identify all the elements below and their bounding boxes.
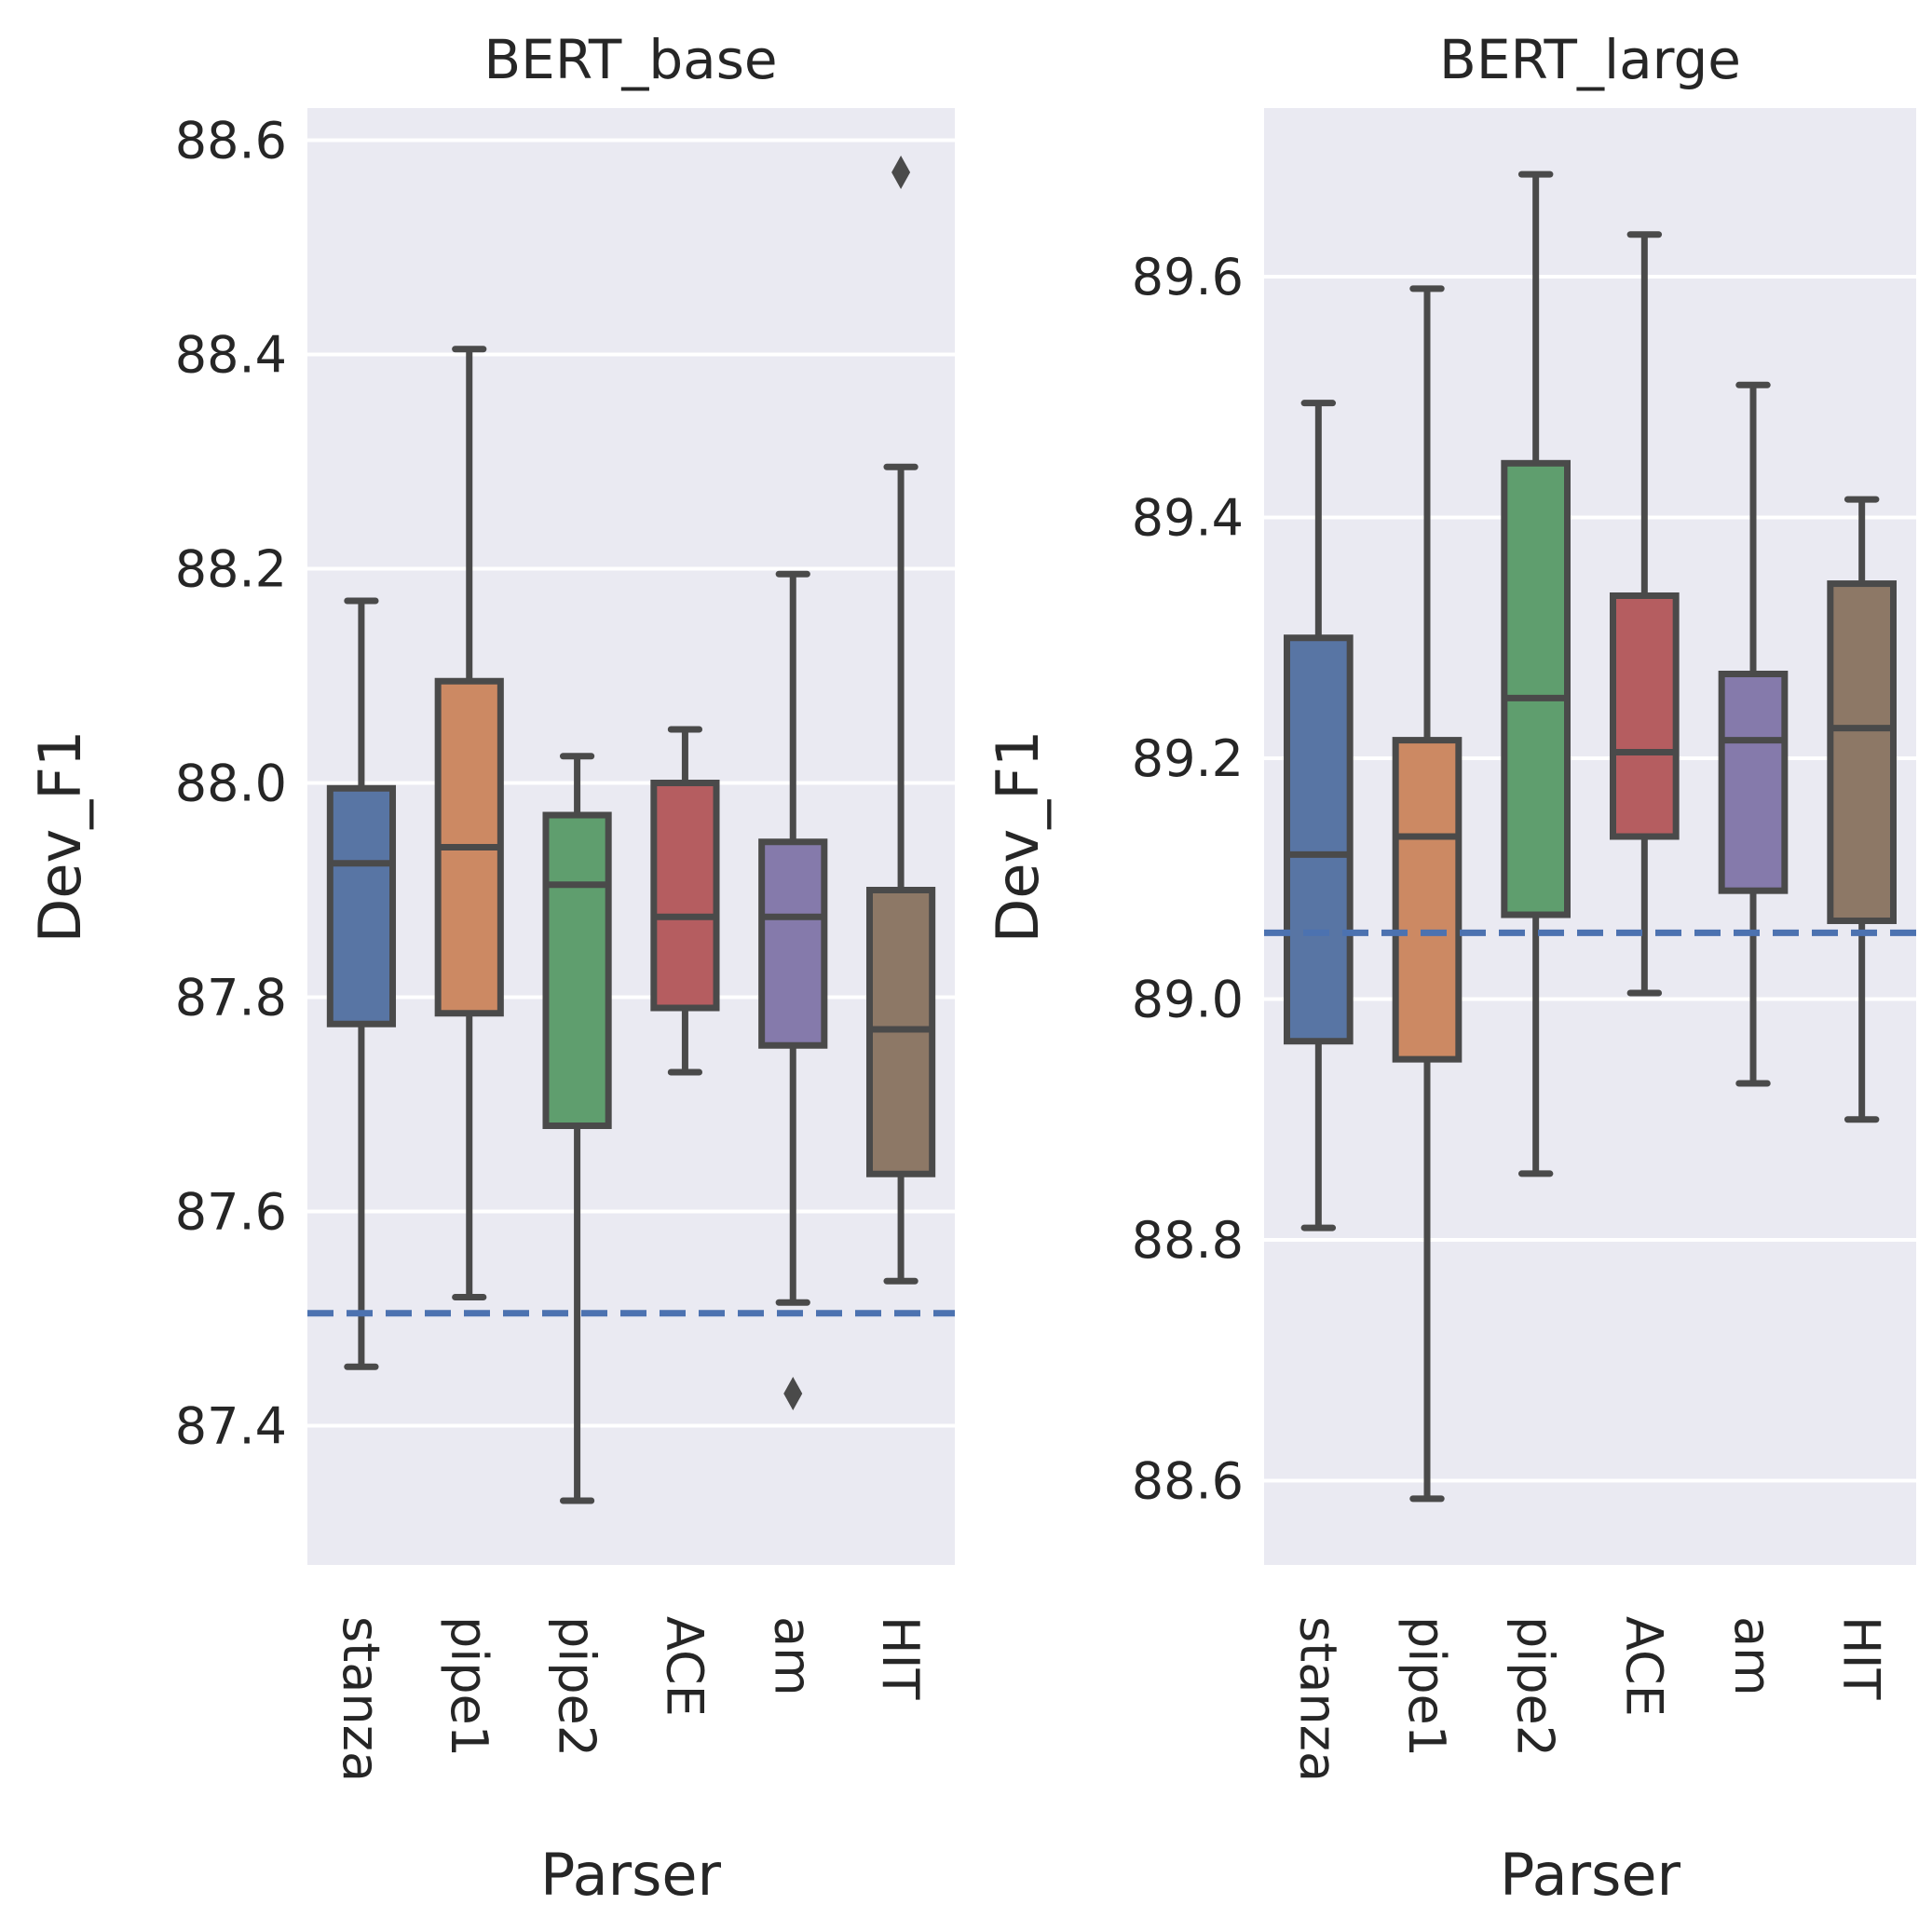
x-tick-label: HIT — [1832, 1616, 1891, 1701]
y-tick-label: 88.4 — [175, 326, 287, 385]
y-tick-labels: 88.6 88.8 89.0 89.2 89.4 89.6 — [1132, 248, 1244, 1511]
x-tick-label: am — [1723, 1616, 1782, 1696]
plot-area — [307, 108, 955, 1565]
panel-bert-base: 87.4 87.6 87.8 88.0 88.2 88.4 88.6 stanza pipe1… — [26, 28, 955, 1909]
y-tick-label: 89.6 — [1132, 248, 1244, 306]
x-axis-label: Parser — [540, 1841, 722, 1909]
x-tick-label: am — [763, 1616, 822, 1696]
x-tick-labels: stanza pipe1 pipe2 ACE am HIT — [332, 1616, 930, 1782]
iqr-box — [1284, 634, 1354, 1045]
iqr-box — [1610, 592, 1680, 840]
box-series — [326, 156, 936, 1504]
box-pipe1 — [434, 346, 504, 1300]
iqr-box — [1827, 580, 1898, 924]
box-stanza — [326, 597, 397, 1370]
box-pipe2 — [542, 753, 612, 1504]
y-tick-label: 87.6 — [175, 1183, 287, 1242]
iqr-box — [1501, 459, 1571, 918]
iqr-box — [650, 780, 720, 1012]
iqr-box — [542, 811, 612, 1129]
y-axis-label: Dev_F1 — [984, 730, 1052, 944]
outlier-marker — [891, 156, 911, 189]
iqr-box — [326, 784, 397, 1027]
box-pipe2 — [1501, 170, 1571, 1177]
y-tick-label: 88.6 — [175, 112, 287, 170]
x-tick-labels: stanza pipe1 pipe2 ACE am HIT — [1288, 1616, 1890, 1782]
x-tick-label: ACE — [1614, 1616, 1673, 1717]
y-tick-label: 88.8 — [1132, 1211, 1244, 1270]
box-HIT — [1827, 496, 1898, 1123]
y-tick-label: 87.4 — [175, 1397, 287, 1456]
y-tick-label: 87.8 — [175, 969, 287, 1027]
y-grid — [1264, 274, 1916, 1483]
panel-title: BERT_large — [1439, 28, 1741, 91]
box-ACE — [1610, 231, 1680, 997]
iqr-box — [1718, 671, 1789, 894]
y-tick-label: 89.0 — [1132, 970, 1244, 1028]
box-am — [758, 570, 828, 1410]
plot-area — [1264, 108, 1916, 1565]
y-tick-label: 89.2 — [1132, 729, 1244, 788]
x-tick-label: stanza — [332, 1616, 390, 1782]
iqr-box — [1392, 737, 1463, 1063]
y-tick-label: 88.2 — [175, 540, 287, 599]
box-pipe1 — [1392, 285, 1463, 1503]
x-tick-label: HIT — [871, 1616, 930, 1701]
box-HIT — [865, 156, 936, 1285]
y-tick-labels: 87.4 87.6 87.8 88.0 88.2 88.4 88.6 — [175, 112, 287, 1456]
y-tick-label: 88.0 — [175, 755, 287, 813]
box-series — [1284, 170, 1898, 1503]
x-axis-label: Parser — [1500, 1841, 1681, 1909]
x-tick-label: pipe1 — [440, 1616, 498, 1757]
x-tick-label: ACE — [655, 1616, 714, 1717]
box-ACE — [650, 726, 720, 1076]
y-tick-label: 89.4 — [1132, 488, 1244, 547]
y-grid — [307, 138, 955, 1428]
x-tick-label: pipe2 — [1506, 1616, 1565, 1757]
box-am — [1718, 381, 1789, 1087]
panel-bert-large: 88.6 88.8 89.0 89.2 89.4 89.6 stanza pipe1 pipe… — [984, 28, 1916, 1909]
x-tick-label: stanza — [1288, 1616, 1347, 1782]
y-axis-label: Dev_F1 — [26, 730, 94, 944]
outlier-marker — [783, 1377, 803, 1410]
panel-title: BERT_base — [483, 28, 777, 91]
y-tick-label: 88.6 — [1132, 1452, 1244, 1511]
box-stanza — [1284, 400, 1354, 1231]
x-tick-label: pipe1 — [1397, 1616, 1456, 1757]
x-tick-label: pipe2 — [548, 1616, 606, 1757]
iqr-box — [758, 838, 828, 1049]
